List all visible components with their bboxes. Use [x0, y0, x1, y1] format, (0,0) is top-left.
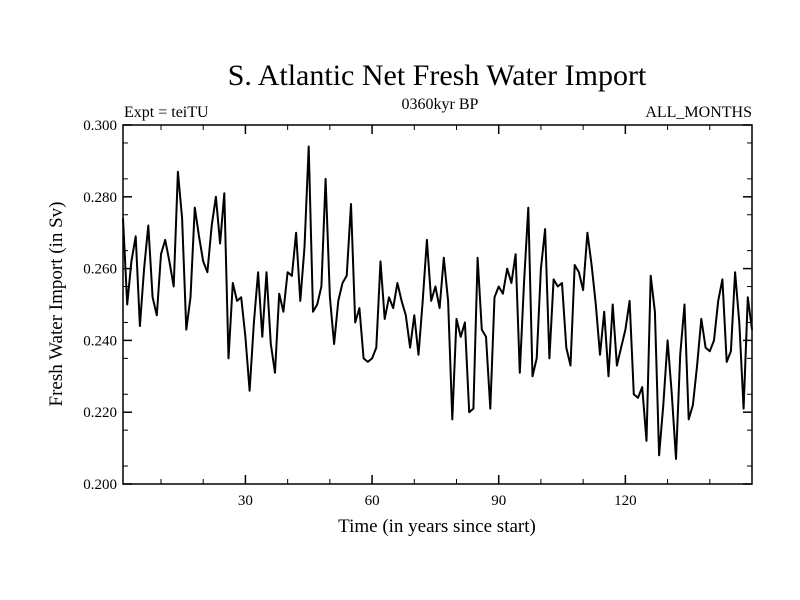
y-tick-label: 0.200 [83, 477, 117, 493]
plot-frame [122, 124, 753, 485]
chart-title: S. Atlantic Net Fresh Water Import [228, 59, 647, 92]
y-axis-label: Fresh Water Import (in Sv) [46, 202, 67, 407]
x-tick-label: 120 [614, 493, 637, 509]
y-tick-label: 0.220 [83, 405, 117, 421]
y-tick-label: 0.240 [83, 333, 117, 349]
y-tick-label: 0.280 [83, 190, 117, 206]
x-tick-label: 90 [491, 493, 506, 509]
x-axis-ticks: 30 60 90 120 [160, 125, 711, 509]
x-tick-label: 30 [238, 493, 253, 509]
series-line [122, 145, 753, 460]
x-axis-label: Time (in years since start) [338, 516, 536, 537]
y-tick-label: 0.260 [83, 262, 117, 278]
period-label: 0360kyr BP [402, 96, 479, 113]
months-label: ALL_MONTHS [645, 104, 752, 121]
y-axis-ticks: 0.200 0.220 0.240 0.260 0.280 0.300 [83, 118, 752, 493]
y-tick-label: 0.300 [83, 118, 117, 134]
x-tick-label: 60 [365, 493, 380, 509]
experiment-label: Expt = teiTU [124, 104, 209, 121]
